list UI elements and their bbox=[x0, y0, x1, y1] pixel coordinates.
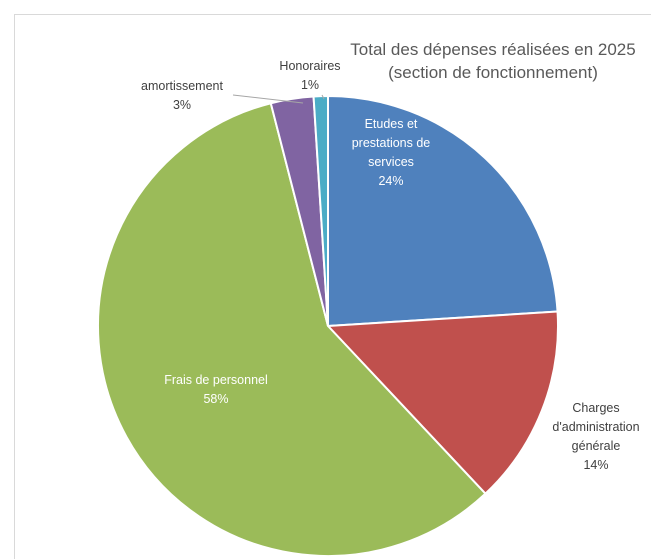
pie-slices bbox=[97, 94, 559, 557]
leader-line bbox=[232, 94, 304, 104]
pie-slice-etudes-et-prestations-de-services bbox=[327, 94, 559, 328]
slice-labels: Etudes et prestations de services 24% Charge… bbox=[141, 59, 640, 472]
leader-lines bbox=[232, 94, 325, 104]
slice-category-label: amortissement bbox=[141, 79, 223, 93]
chart-title-line-2: (section de fonctionnement) bbox=[388, 63, 598, 82]
pie-slice-charges-d-administration-g-n-rale bbox=[325, 310, 559, 496]
slice-category-label: Honoraires bbox=[279, 59, 340, 73]
slice-category-label: services bbox=[368, 155, 414, 169]
slice-category-label: générale bbox=[572, 439, 621, 453]
slice-value-label: 1% bbox=[301, 78, 319, 92]
slice-category-label: prestations de bbox=[352, 136, 431, 150]
slice-category-label: Charges bbox=[572, 401, 619, 415]
slice-category-label: d'administration bbox=[552, 420, 639, 434]
slice-category-label: Frais de personnel bbox=[164, 373, 268, 387]
slice-value-label: 24% bbox=[378, 174, 403, 188]
leader-line bbox=[321, 94, 325, 100]
slice-value-label: 3% bbox=[173, 98, 191, 112]
pie-slice-honoraires bbox=[312, 94, 329, 327]
slice-value-label: 58% bbox=[203, 392, 228, 406]
chart-title: Total des dépenses réalisées en 2025 (se… bbox=[343, 38, 643, 84]
chart-title-line-1: Total des dépenses réalisées en 2025 bbox=[350, 40, 636, 59]
slice-category-label: Etudes et bbox=[365, 117, 418, 131]
pie-slice-frais-de-personnel bbox=[97, 102, 487, 557]
slice-value-label: 14% bbox=[583, 458, 608, 472]
